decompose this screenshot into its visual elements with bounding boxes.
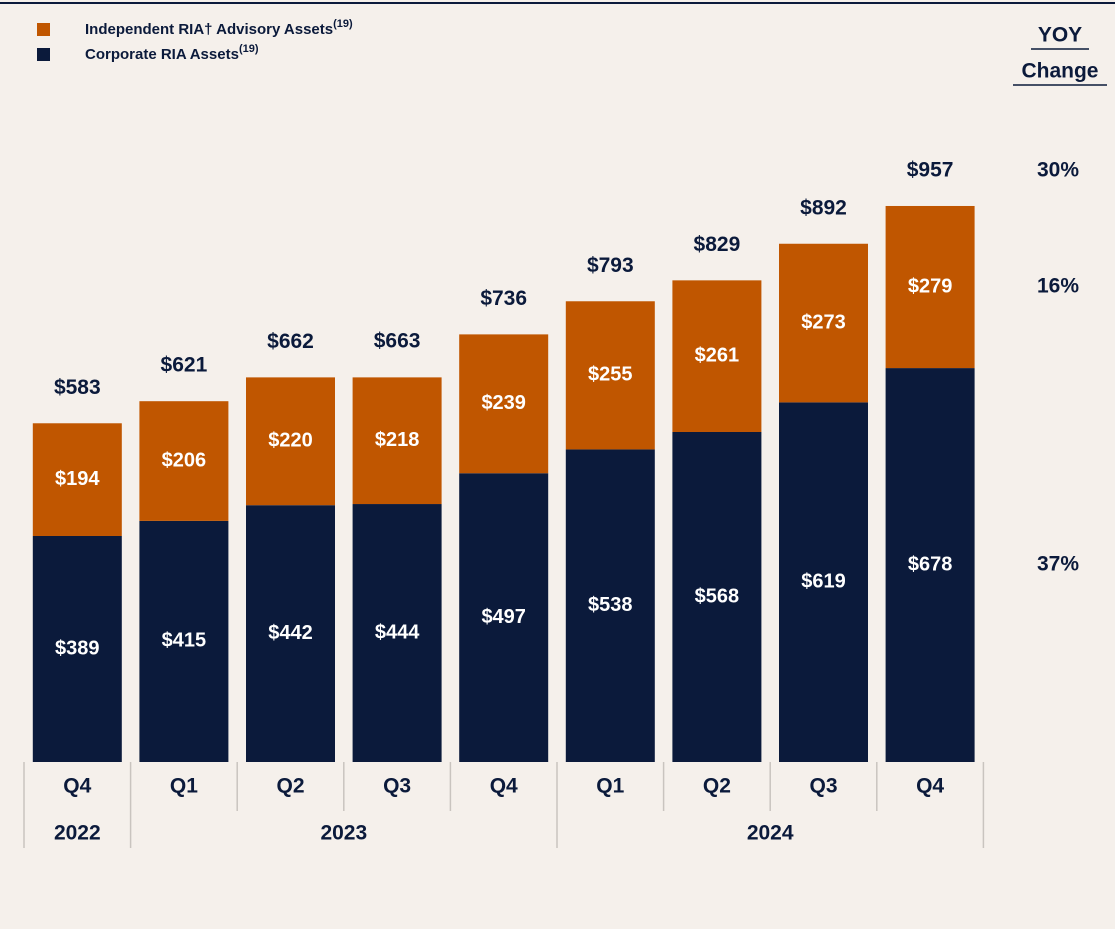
segment-label: $444 [375,621,420,643]
year-label: 2022 [54,822,101,845]
bar-segment [779,243,868,403]
segment-label: $678 [908,553,953,575]
yoy-value: 37% [1037,553,1079,576]
bar-segment [246,505,335,762]
quarter-label: Q2 [276,775,304,798]
bar-segment [352,504,442,762]
yoy-value: 30% [1037,159,1079,182]
year-label: 2023 [320,822,367,845]
year-label: 2024 [747,822,794,845]
bar-segment [565,301,655,450]
total-label: $829 [694,233,741,256]
total-label: $621 [161,354,208,377]
bar-segment [672,431,762,762]
bar-segment [32,423,122,536]
bar-segment [139,520,229,762]
quarter-label: Q4 [490,775,518,798]
total-label: $663 [374,329,421,352]
segment-label: $220 [268,430,313,452]
segment-label: $261 [695,344,740,366]
segment-label: $538 [588,594,633,616]
legend-footnote: (19) [239,43,259,55]
yoy-title: Change [1021,60,1098,83]
legend-label: Corporate RIA Assets(19) [85,43,259,63]
yoy-value: 16% [1037,275,1079,298]
bar-segment [352,377,442,505]
bar-segment [885,205,975,369]
segment-label: $194 [55,468,100,490]
total-label: $793 [587,254,634,277]
bar-segment [139,401,229,521]
segment-label: $568 [695,585,740,607]
total-label: $736 [480,287,527,310]
quarter-label: Q4 [63,775,91,798]
legend-footnote: (19) [333,18,353,30]
bar-segment [779,402,868,762]
bar-segment [672,280,762,432]
quarter-label: Q2 [703,775,731,798]
segment-label: $415 [162,630,207,652]
legend-name: Independent RIA† Advisory Assets [85,21,333,38]
legend-name: Corporate RIA Assets [85,46,239,63]
bar-segment [565,449,655,762]
segment-label: $279 [908,275,953,297]
quarter-label: Q1 [170,775,198,798]
bar-segment [459,334,549,474]
legend-swatch [37,48,50,61]
total-label: $583 [54,376,101,399]
legend-swatch [37,23,50,36]
legend-label: Independent RIA† Advisory Assets(19) [85,18,353,38]
segment-label: $497 [481,606,526,628]
total-label: $957 [907,159,954,182]
bar-segment [32,535,122,762]
segment-label: $218 [375,429,420,451]
segment-label: $206 [162,449,207,471]
segment-label: $255 [588,364,633,386]
total-label: $662 [267,330,314,353]
segment-label: $239 [481,392,526,414]
quarter-label: Q3 [809,775,837,798]
total-label: $892 [800,196,847,219]
bar-segment [885,368,975,762]
bar-segment [459,473,549,762]
quarter-label: Q4 [916,775,944,798]
segment-label: $442 [268,622,313,644]
bar-segment [246,377,335,506]
yoy-title: YOY [1038,24,1082,47]
segment-label: $389 [55,637,100,659]
segment-label: $619 [801,570,846,592]
quarter-label: Q3 [383,775,411,798]
quarter-label: Q1 [596,775,624,798]
segment-label: $273 [801,311,846,333]
